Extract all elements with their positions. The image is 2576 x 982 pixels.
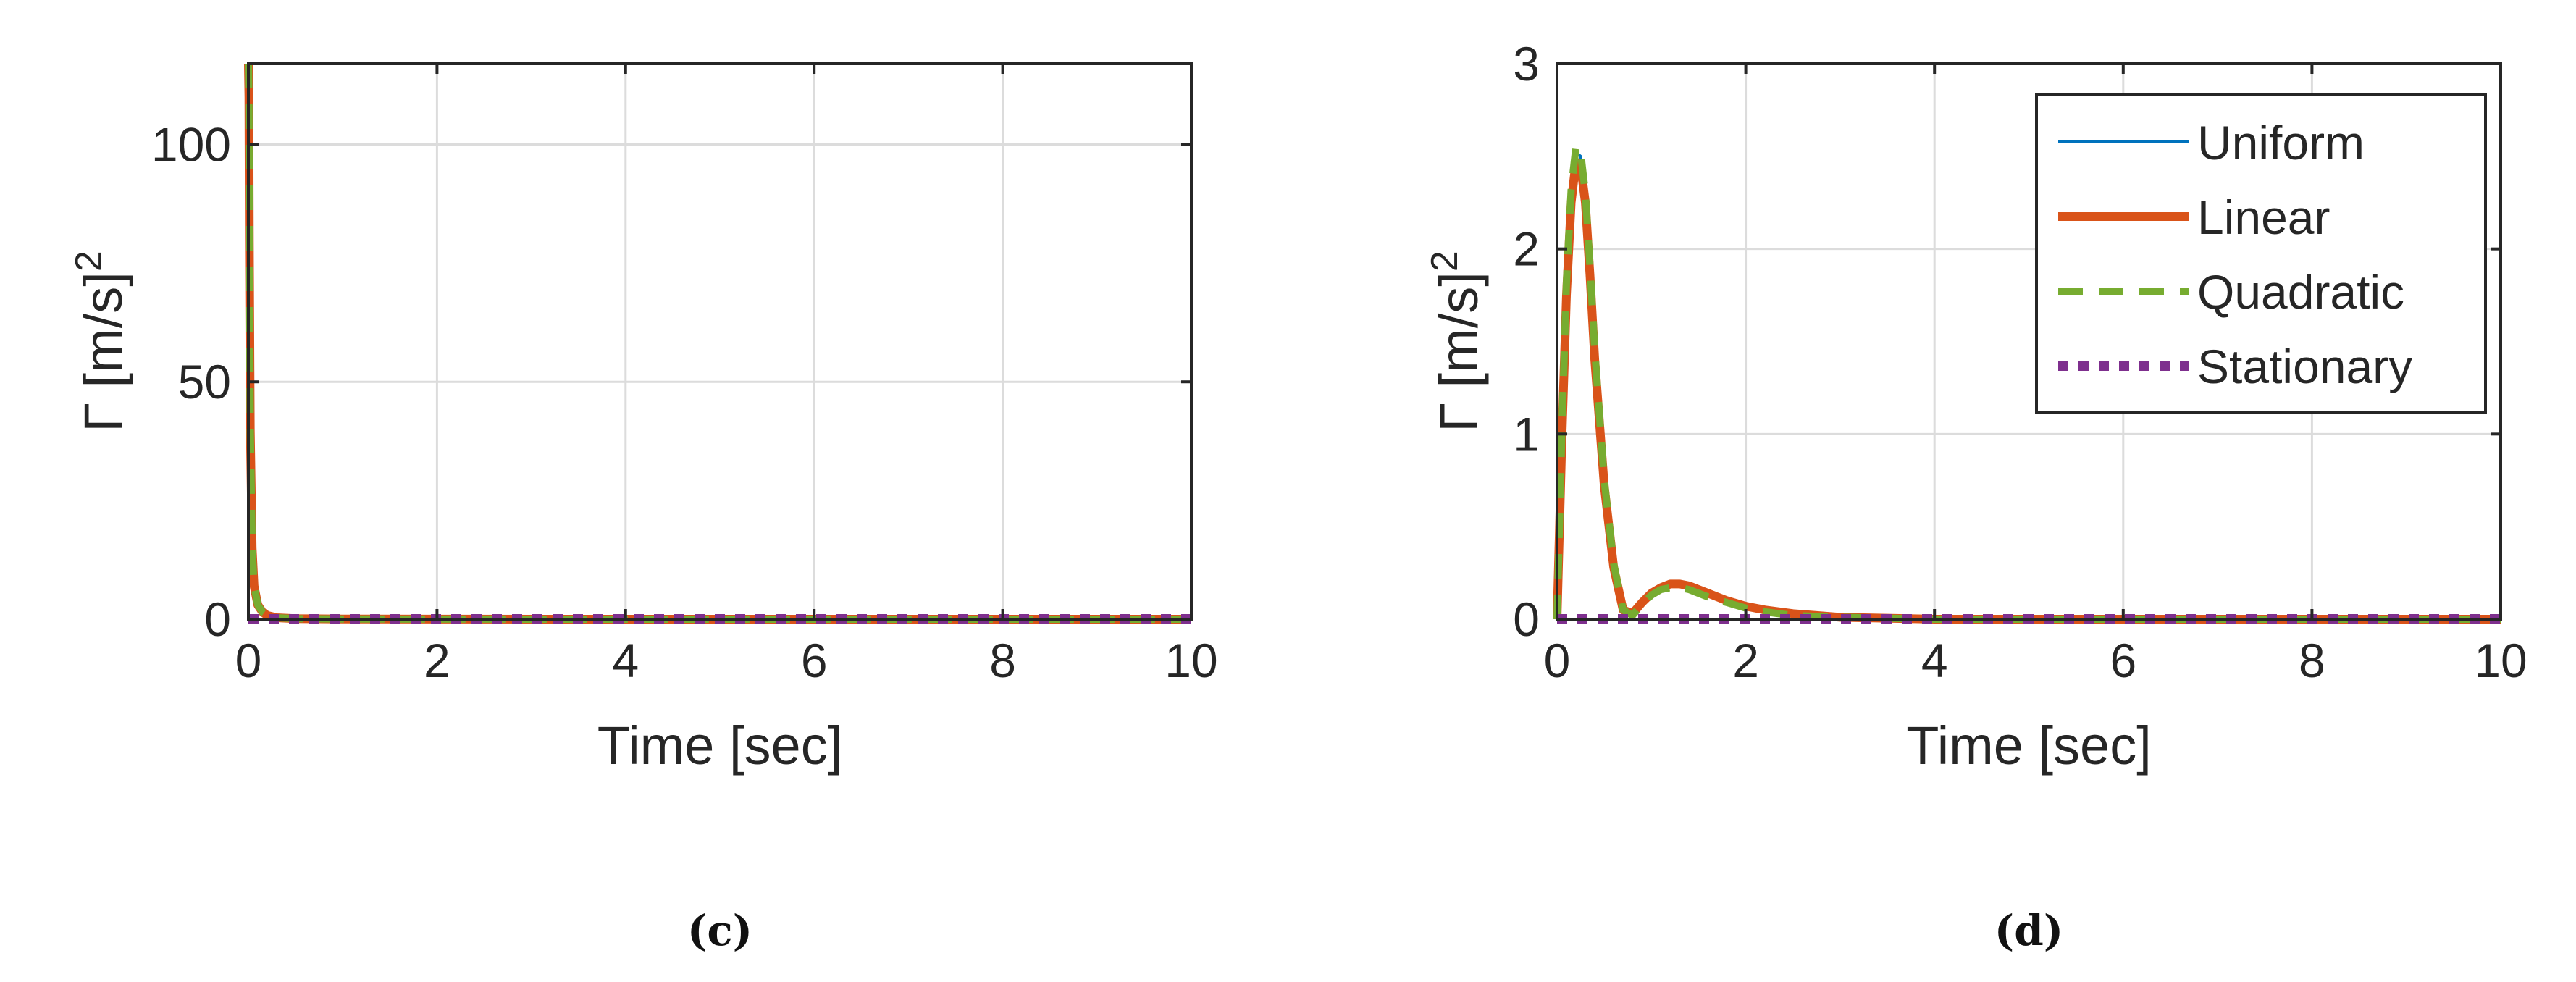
y-axis-title-superscript: 2	[1424, 251, 1466, 272]
y-axis-title-text: Γ [m/s]	[1429, 272, 1489, 432]
y-tick-label: 50	[178, 355, 231, 408]
axis-ticks: 0 2 4 6 8 10 0 1 2 3	[1513, 37, 2527, 687]
y-tick-label: 1	[1513, 407, 1540, 461]
x-tick-label: 8	[2299, 634, 2325, 687]
chart-panel-d: 0 2 4 6 8 10 0 1 2 3 Uniform Linear Quadratic Statio…	[1424, 37, 2527, 955]
x-tick-label: 4	[1921, 634, 1948, 687]
x-tick-label: 8	[989, 634, 1016, 687]
legend-label-quadratic: Quadratic	[2197, 265, 2404, 319]
legend-label-uniform: Uniform	[2197, 116, 2365, 169]
y-axis-title-text: Γ [m/s]	[73, 272, 133, 432]
x-tick-label: 6	[801, 634, 828, 687]
panel-label: (c)	[687, 906, 752, 955]
y-axis-title-superscript: 2	[68, 251, 110, 272]
x-axis-title: Time [sec]	[1906, 715, 2152, 776]
y-tick-label: 2	[1513, 222, 1540, 276]
grid-lines	[248, 64, 1191, 619]
x-axis-title: Time [sec]	[597, 715, 843, 776]
x-tick-label: 6	[2110, 634, 2136, 687]
y-tick-label: 0	[1513, 592, 1540, 646]
y-axis-title: Γ [m/s]2	[1424, 251, 1489, 432]
y-axis-title: Γ [m/s]2	[68, 251, 133, 432]
y-tick-label: 100	[151, 117, 231, 171]
x-tick-label: 10	[2474, 634, 2527, 687]
series-line-quadratic	[1553, 143, 2501, 623]
y-tick-label: 0	[204, 592, 231, 646]
x-tick-label: 2	[424, 634, 450, 687]
x-tick-label: 2	[1732, 634, 1759, 687]
legend-label-linear: Linear	[2197, 190, 2330, 244]
x-tick-label: 4	[612, 634, 639, 687]
panel-label: (d)	[1994, 906, 2063, 955]
legend: Uniform Linear Quadratic Stationary	[2035, 93, 2487, 414]
x-tick-label: 0	[1544, 634, 1571, 687]
axes-frame	[247, 62, 1193, 621]
y-tick-label: 3	[1513, 37, 1540, 91]
legend-box	[2035, 93, 2487, 414]
legend-label-stationary: Stationary	[2197, 340, 2412, 393]
axes-frame	[1556, 62, 2502, 621]
x-tick-label: 0	[235, 634, 262, 687]
x-tick-label: 10	[1165, 634, 1217, 687]
